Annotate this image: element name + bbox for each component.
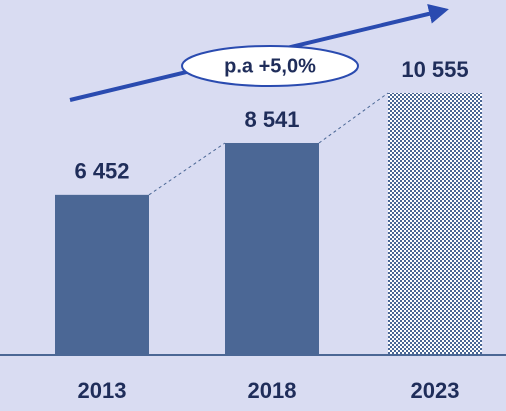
x-tick-label: 2013 [78, 378, 127, 403]
x-tick-label: 2018 [248, 378, 297, 403]
bars [55, 92, 482, 355]
value-label: 8 541 [244, 107, 299, 132]
value-label: 6 452 [74, 159, 129, 184]
annotation-bubble [181, 45, 359, 87]
annotation: p.a +5,0% [224, 55, 316, 77]
bar [225, 142, 319, 355]
bar [388, 93, 482, 355]
bar [55, 194, 149, 355]
connector [318, 92, 389, 144]
value-label: 10 555 [401, 57, 468, 82]
x-tick-label: 2023 [411, 378, 460, 403]
